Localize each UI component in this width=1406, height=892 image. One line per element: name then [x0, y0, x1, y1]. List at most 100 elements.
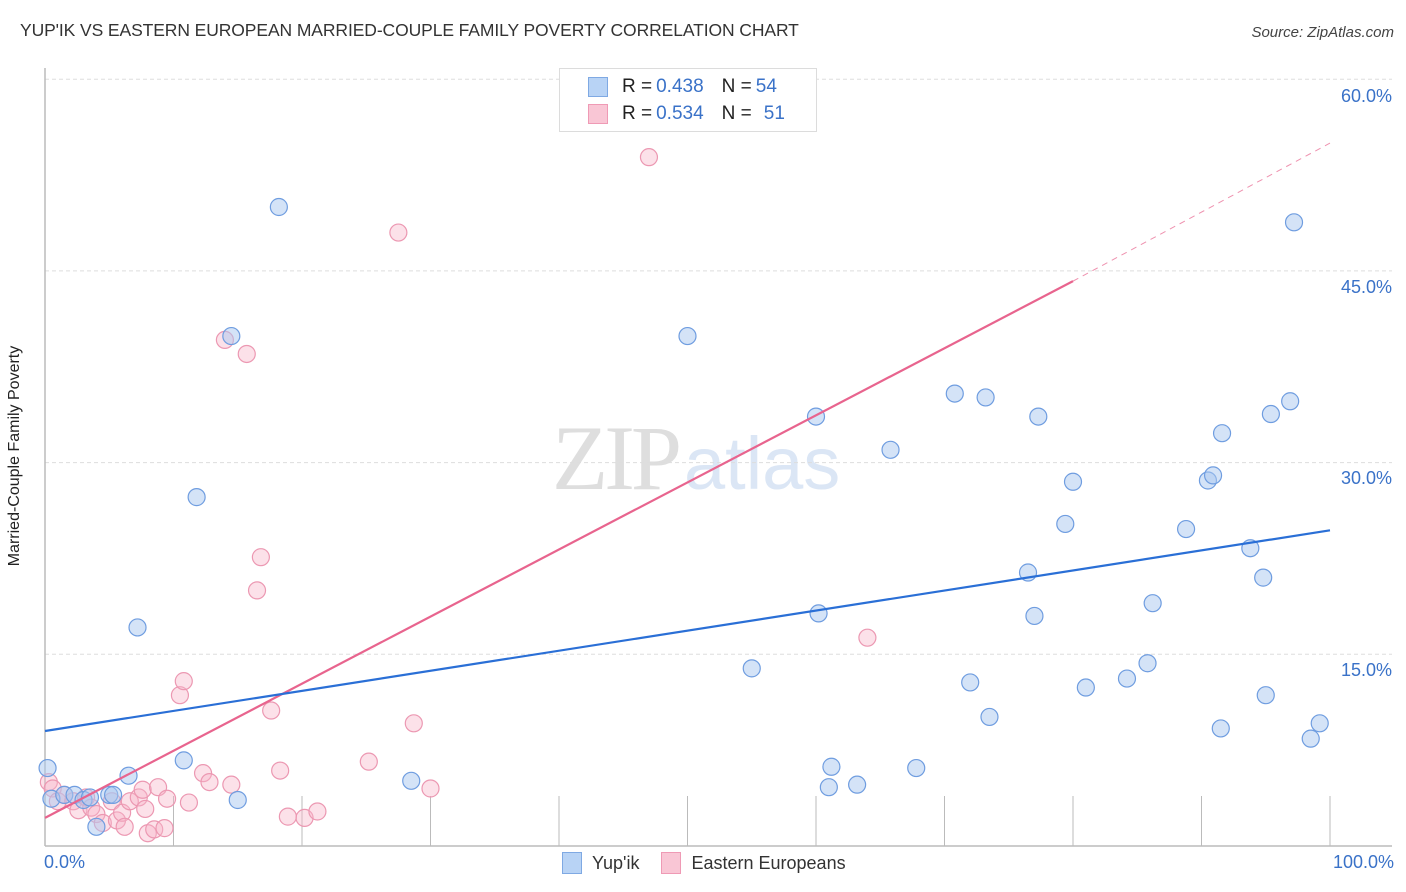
yupik-point [742, 659, 761, 678]
yupik-point [678, 326, 697, 346]
yupik-point [119, 766, 138, 785]
yupik-point [402, 771, 421, 790]
eastern-european-point [421, 779, 440, 798]
legend-item-eastern-europeans[interactable]: Eastern Europeans [661, 852, 846, 874]
yupik-point [980, 707, 999, 727]
yupik-point [1056, 514, 1075, 534]
eastern-european-swatch [588, 104, 608, 124]
eastern-european-point [133, 780, 152, 799]
legend-item-yupik[interactable]: Yup'ik [562, 852, 639, 874]
yupik-point [907, 758, 926, 778]
yupik-point [848, 775, 867, 794]
yupik-point [1076, 678, 1095, 697]
eastern-european-point [136, 799, 155, 819]
eastern-european-point [174, 672, 193, 691]
eastern-european-point [222, 775, 241, 794]
eastern-european-point [170, 686, 190, 705]
eastern-european-point [247, 581, 267, 600]
eastern-european-point [389, 223, 408, 242]
eastern-european-point [308, 802, 327, 821]
watermark-zip: ZIP [552, 407, 682, 509]
yupik-point [1029, 407, 1048, 426]
y-tick-15: 15.0% [1340, 660, 1392, 680]
legend-row-eastern-european: R = 0.534 N = 51 [588, 103, 785, 125]
n-value: 51 [763, 103, 785, 124]
eastern-european-trendline [44, 280, 1074, 819]
eastern-european-point [271, 761, 290, 780]
yupik-point [1176, 519, 1196, 539]
yupik-point [961, 673, 980, 692]
yupik-point [1310, 714, 1329, 733]
yupik-swatch [562, 852, 582, 874]
yupik-point [1254, 568, 1273, 587]
x-tick-max: 100.0% [1332, 852, 1394, 872]
r-value: 0.534 [656, 103, 704, 124]
eastern-european-point [193, 764, 213, 783]
series-legend: Yup'ik Eastern Europeans [562, 852, 868, 874]
yupik-point [1281, 392, 1300, 411]
eastern-european-point [639, 148, 659, 167]
yupik-point [1025, 606, 1044, 626]
r-value: 0.438 [656, 76, 704, 97]
r-label: R = [622, 76, 653, 97]
eastern-european-point [200, 772, 219, 792]
n-label: N = [721, 103, 752, 124]
eastern-european-point [404, 714, 423, 733]
watermark-atlas: atlas [684, 422, 841, 505]
eastern-european-point [237, 344, 256, 364]
x-tick-min: 0.0% [44, 852, 86, 872]
yupik-point [38, 758, 57, 778]
yupik-point [87, 817, 106, 836]
yupik-point [104, 785, 123, 804]
yupik-point [1261, 404, 1280, 424]
yupik-point [881, 440, 900, 459]
yupik-point [269, 197, 288, 217]
eastern-european-swatch [661, 852, 682, 874]
eastern-european-point [179, 793, 199, 812]
yupik-point [1301, 729, 1320, 748]
eastern-european-point [115, 817, 134, 836]
yupik-point [1143, 594, 1162, 613]
n-label: N = [721, 76, 752, 97]
legend-label-eastern-europeans: Eastern Europeans [691, 852, 846, 873]
yupik-point [806, 407, 826, 426]
eastern-european-point [858, 628, 877, 647]
source-label: Source: ZipAtlas.com [1251, 24, 1394, 41]
y-tick-45: 45.0% [1340, 277, 1392, 297]
yupik-point [1212, 424, 1232, 443]
yupik-point [1284, 213, 1304, 232]
y-axis-label: Married-Couple Family Poverty [6, 345, 23, 567]
n-value: 54 [755, 76, 777, 97]
eastern-european-point [359, 752, 378, 771]
eastern-european-point [251, 548, 270, 567]
yupik-point [976, 388, 995, 407]
yupik-point [1063, 472, 1083, 491]
yupik-point [945, 384, 964, 403]
legend-row-yupik: R = 0.438 N = 54 [588, 76, 777, 98]
eastern-european-point [278, 807, 297, 826]
eastern-european-point [262, 701, 281, 720]
y-tick-30: 30.0% [1340, 468, 1392, 488]
yupik-trendline [44, 529, 1331, 733]
yupik-point [187, 488, 206, 507]
yupik-point [809, 604, 828, 623]
yupik-point [228, 790, 247, 810]
yupik-point [1211, 719, 1230, 738]
yupik-swatch [588, 77, 608, 97]
legend-label-yupik: Yup'ik [592, 852, 640, 873]
eastern-european-point [157, 789, 177, 808]
r-label: R = [622, 103, 653, 124]
yupik-point [822, 757, 841, 776]
yupik-point [819, 778, 838, 797]
yupik-point [1138, 654, 1157, 673]
eastern-european-point [155, 819, 174, 838]
yupik-point [174, 751, 193, 770]
eastern-european-point [120, 792, 139, 811]
zipatlas-watermark: ZIPatlas [552, 405, 840, 511]
yupik-point [1203, 466, 1223, 485]
yupik-point [128, 618, 147, 637]
eastern-european-trendline-extrapolated [1072, 142, 1331, 282]
yupik-point [222, 326, 241, 346]
yupik-point [1117, 669, 1137, 688]
yupik-point [1256, 686, 1275, 705]
